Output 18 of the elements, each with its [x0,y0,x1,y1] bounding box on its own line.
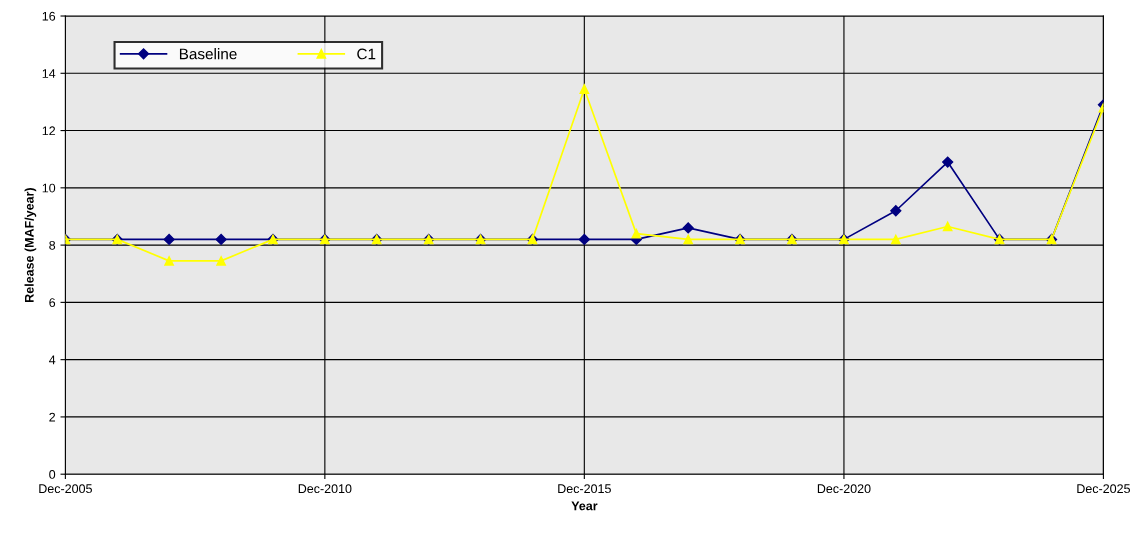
y-tick-label: 16 [42,11,56,21]
y-tick-label: 6 [49,298,56,308]
y-tick-label: 0 [49,469,56,479]
legend-label: C1 [357,48,376,60]
y-tick-label: 8 [49,240,56,250]
y-tick-label: 10 [42,183,56,193]
y-tick-label: 12 [42,126,56,136]
y-tick-label: 4 [48,355,56,365]
x-tick-label: Dec-2010 [298,484,352,494]
x-tick-label: Dec-2005 [39,484,92,494]
y-tick-label: 14 [42,69,56,78]
x-tick-label: Dec-2015 [558,484,611,494]
legend-label: Baseline [179,48,237,60]
x-axis-title: Year [571,501,598,511]
x-tick-label: Dec-2020 [817,484,871,494]
x-tick-label: Dec-2025 [1077,484,1130,494]
y-axis-title: Release (MAF/year) [24,188,37,302]
y-tick-label: 2 [49,412,56,422]
